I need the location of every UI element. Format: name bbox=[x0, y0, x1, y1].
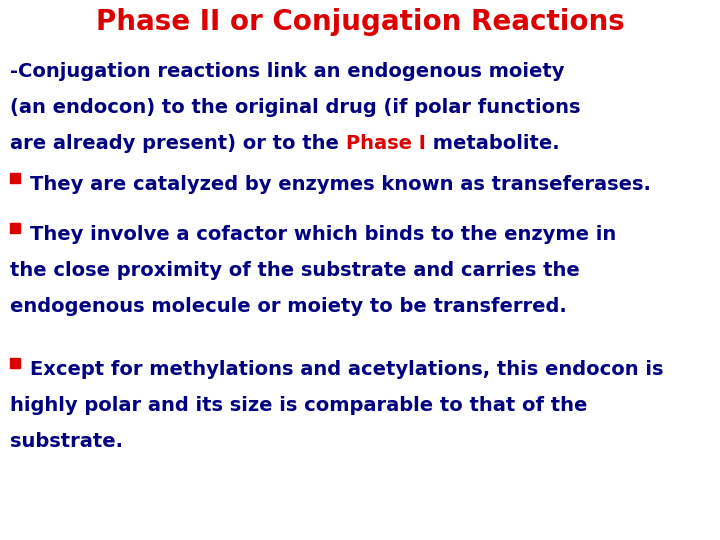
Text: Phase I: Phase I bbox=[346, 134, 426, 153]
Text: Except for methylations and acetylations, this endocon is: Except for methylations and acetylations… bbox=[30, 360, 664, 379]
Bar bbox=[10, 223, 20, 233]
Bar bbox=[10, 173, 20, 183]
Text: are already present) or to the: are already present) or to the bbox=[10, 134, 346, 153]
Text: -Conjugation reactions link an endogenous moiety: -Conjugation reactions link an endogenou… bbox=[10, 62, 564, 81]
Text: highly polar and its size is comparable to that of the: highly polar and its size is comparable … bbox=[10, 396, 588, 415]
Text: (an endocon) to the original drug (if polar functions: (an endocon) to the original drug (if po… bbox=[10, 98, 580, 117]
Text: substrate.: substrate. bbox=[10, 432, 123, 451]
Bar bbox=[10, 358, 20, 368]
Text: metabolite.: metabolite. bbox=[426, 134, 559, 153]
Text: Phase II or Conjugation Reactions: Phase II or Conjugation Reactions bbox=[96, 8, 624, 36]
Text: the close proximity of the substrate and carries the: the close proximity of the substrate and… bbox=[10, 261, 580, 280]
Text: They are catalyzed by enzymes known as transeferases.: They are catalyzed by enzymes known as t… bbox=[30, 175, 651, 194]
Text: endogenous molecule or moiety to be transferred.: endogenous molecule or moiety to be tran… bbox=[10, 297, 567, 316]
Text: They involve a cofactor which binds to the enzyme in: They involve a cofactor which binds to t… bbox=[30, 225, 616, 244]
